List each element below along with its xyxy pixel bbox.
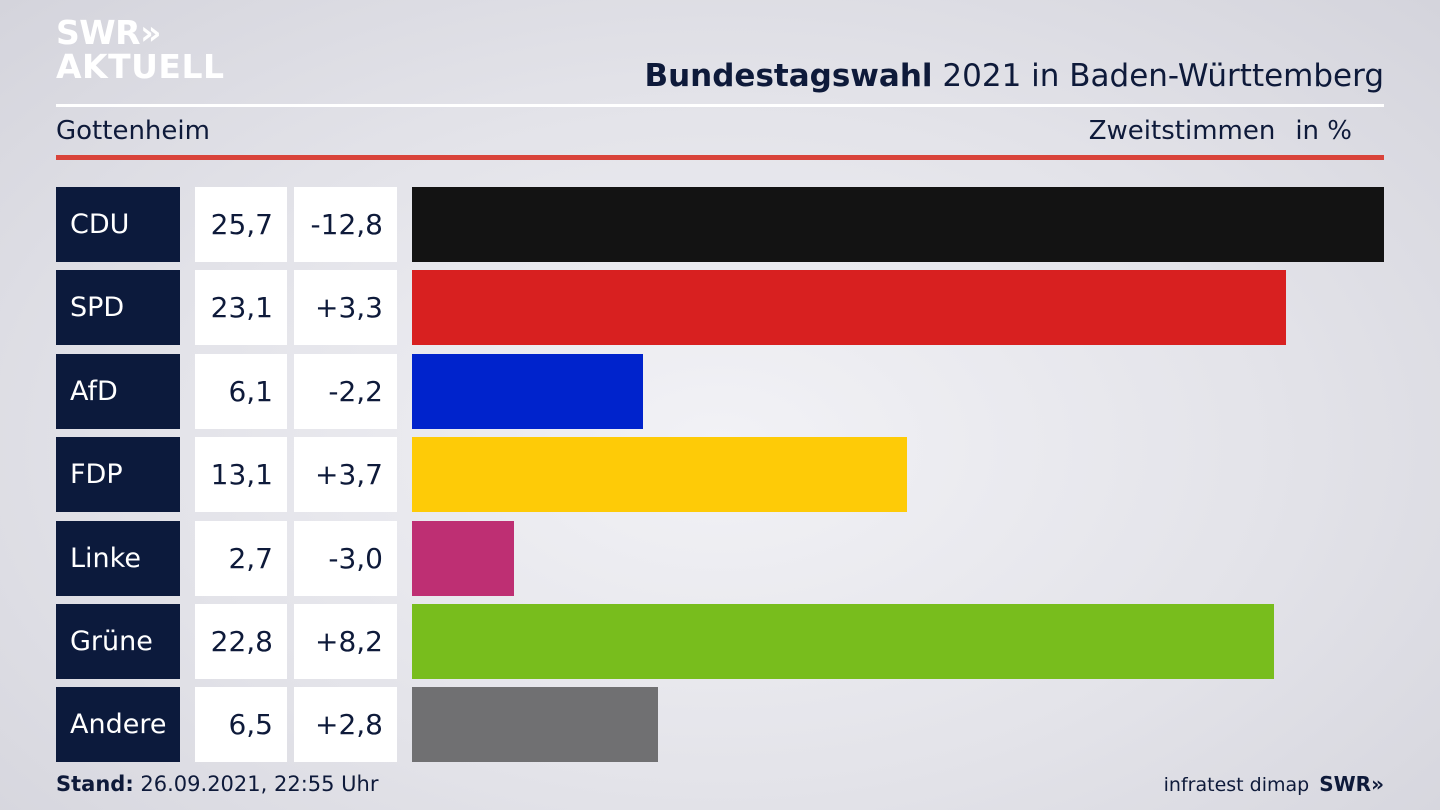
bar-andere: [412, 687, 658, 763]
bar-row: SPD 23,1 +3,3: [56, 270, 1384, 346]
bar-afd: [412, 353, 643, 429]
bar-row: CDU 25,7 -12,8: [56, 187, 1384, 262]
change-label: -2,2: [294, 353, 397, 429]
logo-line-1: SWR»: [56, 13, 161, 52]
place-name: Gottenheim: [56, 116, 210, 146]
change-label: +3,7: [294, 437, 397, 513]
change-label: -12,8: [294, 187, 397, 262]
title-rest: 2021 in Baden-Württemberg: [932, 58, 1384, 94]
bar-fdp: [412, 437, 908, 513]
bar-row: AfD 6,1 -2,2: [56, 353, 1384, 429]
party-label: FDP: [56, 437, 180, 513]
party-label: Andere: [56, 687, 180, 763]
measure-unit: in %: [1295, 116, 1352, 146]
measure-name: Zweitstimmen: [1088, 116, 1276, 146]
page-title: Bundestagswahl 2021 in Baden-Württemberg: [644, 58, 1384, 94]
party-label: SPD: [56, 270, 180, 346]
vote-share-label: 2,7: [195, 520, 287, 596]
source-credit: infratest dimap SWR»: [1164, 772, 1384, 796]
vote-share-label: 25,7: [195, 187, 287, 262]
swr-aktuell-logo: SWR» AKTUELL: [56, 16, 225, 84]
stand-label: Stand:: [56, 772, 134, 796]
change-label: +2,8: [294, 687, 397, 763]
party-label: AfD: [56, 353, 180, 429]
party-label: Grüne: [56, 604, 180, 679]
measure-label: Zweitstimmen in %: [1089, 116, 1352, 146]
swr-brand-logo: SWR»: [1319, 772, 1384, 796]
bar-row: Grüne 22,8 +8,2: [56, 604, 1384, 679]
party-label: CDU: [56, 187, 180, 262]
stand-value: 26.09.2021, 22:55 Uhr: [133, 772, 379, 796]
logo-line-2: AKTUELL: [56, 47, 225, 86]
vote-share-label: 6,5: [195, 687, 287, 763]
accent-divider: [56, 155, 1384, 160]
timestamp: Stand: 26.09.2021, 22:55 Uhr: [56, 772, 379, 796]
bar-linke: [412, 520, 515, 596]
vote-share-label: 23,1: [195, 270, 287, 346]
bar-row: Linke 2,7 -3,0: [56, 520, 1384, 596]
change-label: +8,2: [294, 604, 397, 679]
party-label: Linke: [56, 520, 180, 596]
source-name: infratest dimap: [1163, 774, 1310, 796]
change-label: +3,3: [294, 270, 397, 346]
vote-share-label: 6,1: [195, 353, 287, 429]
bar-grüne: [412, 604, 1275, 679]
title-bold: Bundestagswahl: [644, 58, 933, 94]
change-label: -3,0: [294, 520, 397, 596]
header-divider: [56, 104, 1384, 107]
bar-spd: [412, 270, 1286, 346]
bar-cdu: [412, 187, 1384, 262]
bar-row: Andere 6,5 +2,8: [56, 687, 1384, 763]
bar-row: FDP 13,1 +3,7: [56, 437, 1384, 513]
vote-share-label: 13,1: [195, 437, 287, 513]
vote-share-label: 22,8: [195, 604, 287, 679]
